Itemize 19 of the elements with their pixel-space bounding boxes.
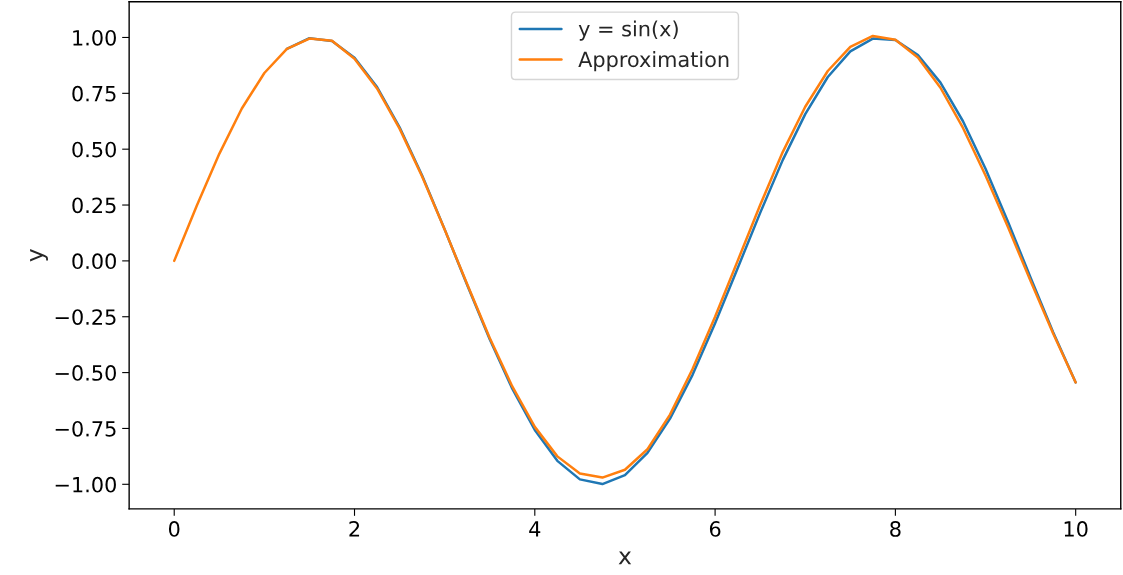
y-tick-label: 0.50 <box>72 141 116 158</box>
x-tick-label: 8 <box>890 521 901 537</box>
y-tick-label: −0.25 <box>55 309 116 325</box>
y-tick-label: −0.50 <box>55 365 116 381</box>
legend-label: Approximation <box>578 51 729 72</box>
x-tick-label: 0 <box>168 521 180 537</box>
y-tick-label: −0.75 <box>55 420 116 437</box>
y-tick-label: −1.00 <box>55 476 116 493</box>
x-tick-label: 10 <box>1064 521 1088 537</box>
legend-label: y = sin(x) <box>578 20 678 41</box>
x-tick-label: 2 <box>349 521 360 537</box>
x-tick-label: 4 <box>529 521 541 537</box>
y-tick-label: 0.00 <box>72 253 116 270</box>
x-axis-title: x <box>618 551 632 565</box>
y-tick-label: 0.75 <box>72 85 116 102</box>
y-axis-title: y <box>30 249 48 262</box>
y-tick-label: 1.00 <box>73 29 116 46</box>
y-tick-label: 0.25 <box>72 197 116 214</box>
x-tick-label: 6 <box>709 521 721 537</box>
